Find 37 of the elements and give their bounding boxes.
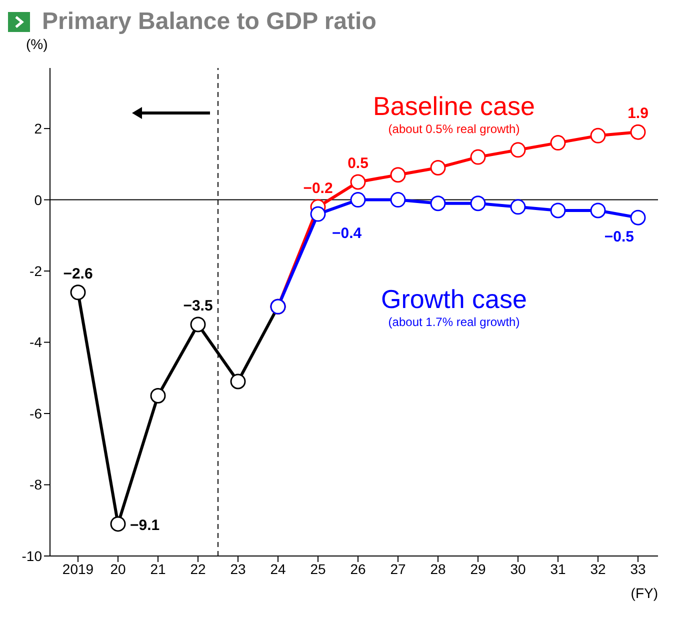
- x-tick-label: 23: [230, 560, 246, 577]
- data-label: −0.2: [303, 180, 333, 197]
- x-tick-label: 31: [550, 560, 566, 577]
- x-tick-label: 27: [390, 560, 406, 577]
- annotation: (about 0.5% real growth): [387, 122, 521, 136]
- x-tick-label: 20: [110, 560, 126, 577]
- x-tick-label: 33: [630, 560, 646, 577]
- data-label: −3.5: [183, 297, 213, 314]
- x-tick-label: 26: [350, 560, 366, 577]
- text: Growth case: [380, 284, 528, 314]
- y-tick-label: -10: [22, 548, 42, 564]
- x-tick-label: 2019: [62, 560, 94, 577]
- y-tick-label: 2: [34, 120, 42, 137]
- x-tick-label: 28: [430, 560, 446, 577]
- chart-title: Primary Balance to GDP ratio: [42, 8, 376, 36]
- data-label: 1.9: [628, 105, 648, 122]
- y-tick-label: -2: [30, 263, 42, 280]
- data-label: −9.1: [130, 516, 160, 534]
- x-tick-label: 24: [270, 560, 286, 577]
- data-label: −0.5: [604, 228, 634, 246]
- y-tick-label: 0: [34, 192, 42, 208]
- x-tick-label: 22: [190, 560, 206, 577]
- x-tick-label: 25: [310, 560, 326, 577]
- x-tick-label: 29: [470, 560, 486, 577]
- data-label: −2.6: [63, 265, 93, 282]
- y-tick-label: -6: [30, 405, 42, 422]
- series-label: Baseline case: [372, 91, 536, 122]
- x-axis-title: (FY): [630, 585, 658, 601]
- y-tick-label: -4: [30, 334, 42, 350]
- x-tick-label: 32: [590, 560, 606, 577]
- annotation: (about 1.7% real growth): [387, 314, 521, 328]
- x-tick-label: 21: [150, 560, 166, 577]
- y-tick-label: -8: [30, 476, 42, 493]
- x-tick-label: 30: [510, 560, 526, 577]
- data-label: −0.4: [332, 225, 362, 242]
- y-axis-title: (%): [25, 36, 49, 54]
- data-label: 0.5: [348, 154, 368, 172]
